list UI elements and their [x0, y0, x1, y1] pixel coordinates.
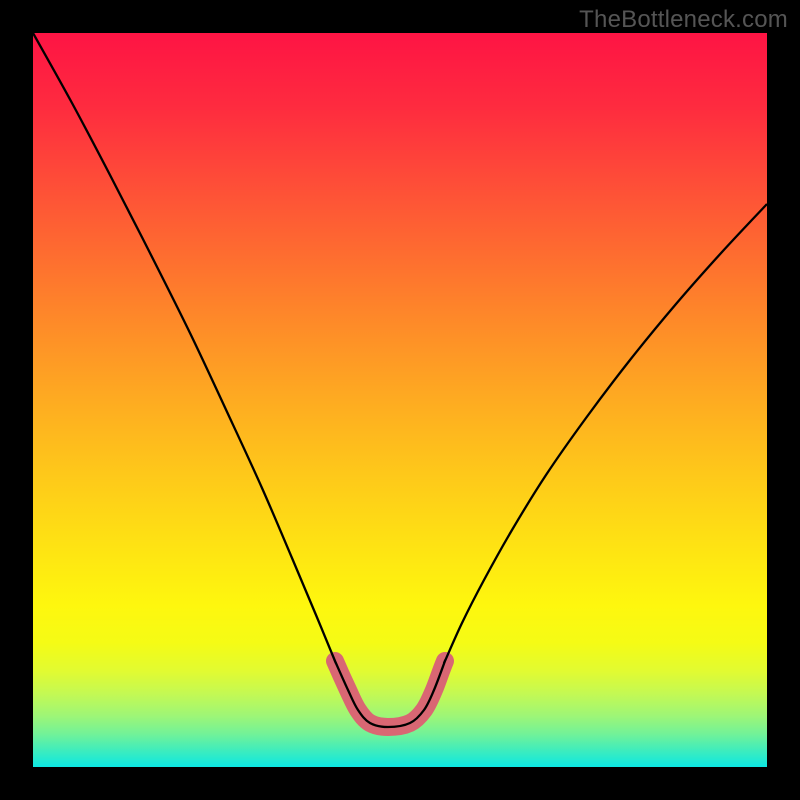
plot-svg — [0, 0, 800, 800]
chart-stage: TheBottleneck.com — [0, 0, 800, 800]
watermark-text: TheBottleneck.com — [579, 6, 788, 34]
gradient-background — [33, 33, 767, 767]
